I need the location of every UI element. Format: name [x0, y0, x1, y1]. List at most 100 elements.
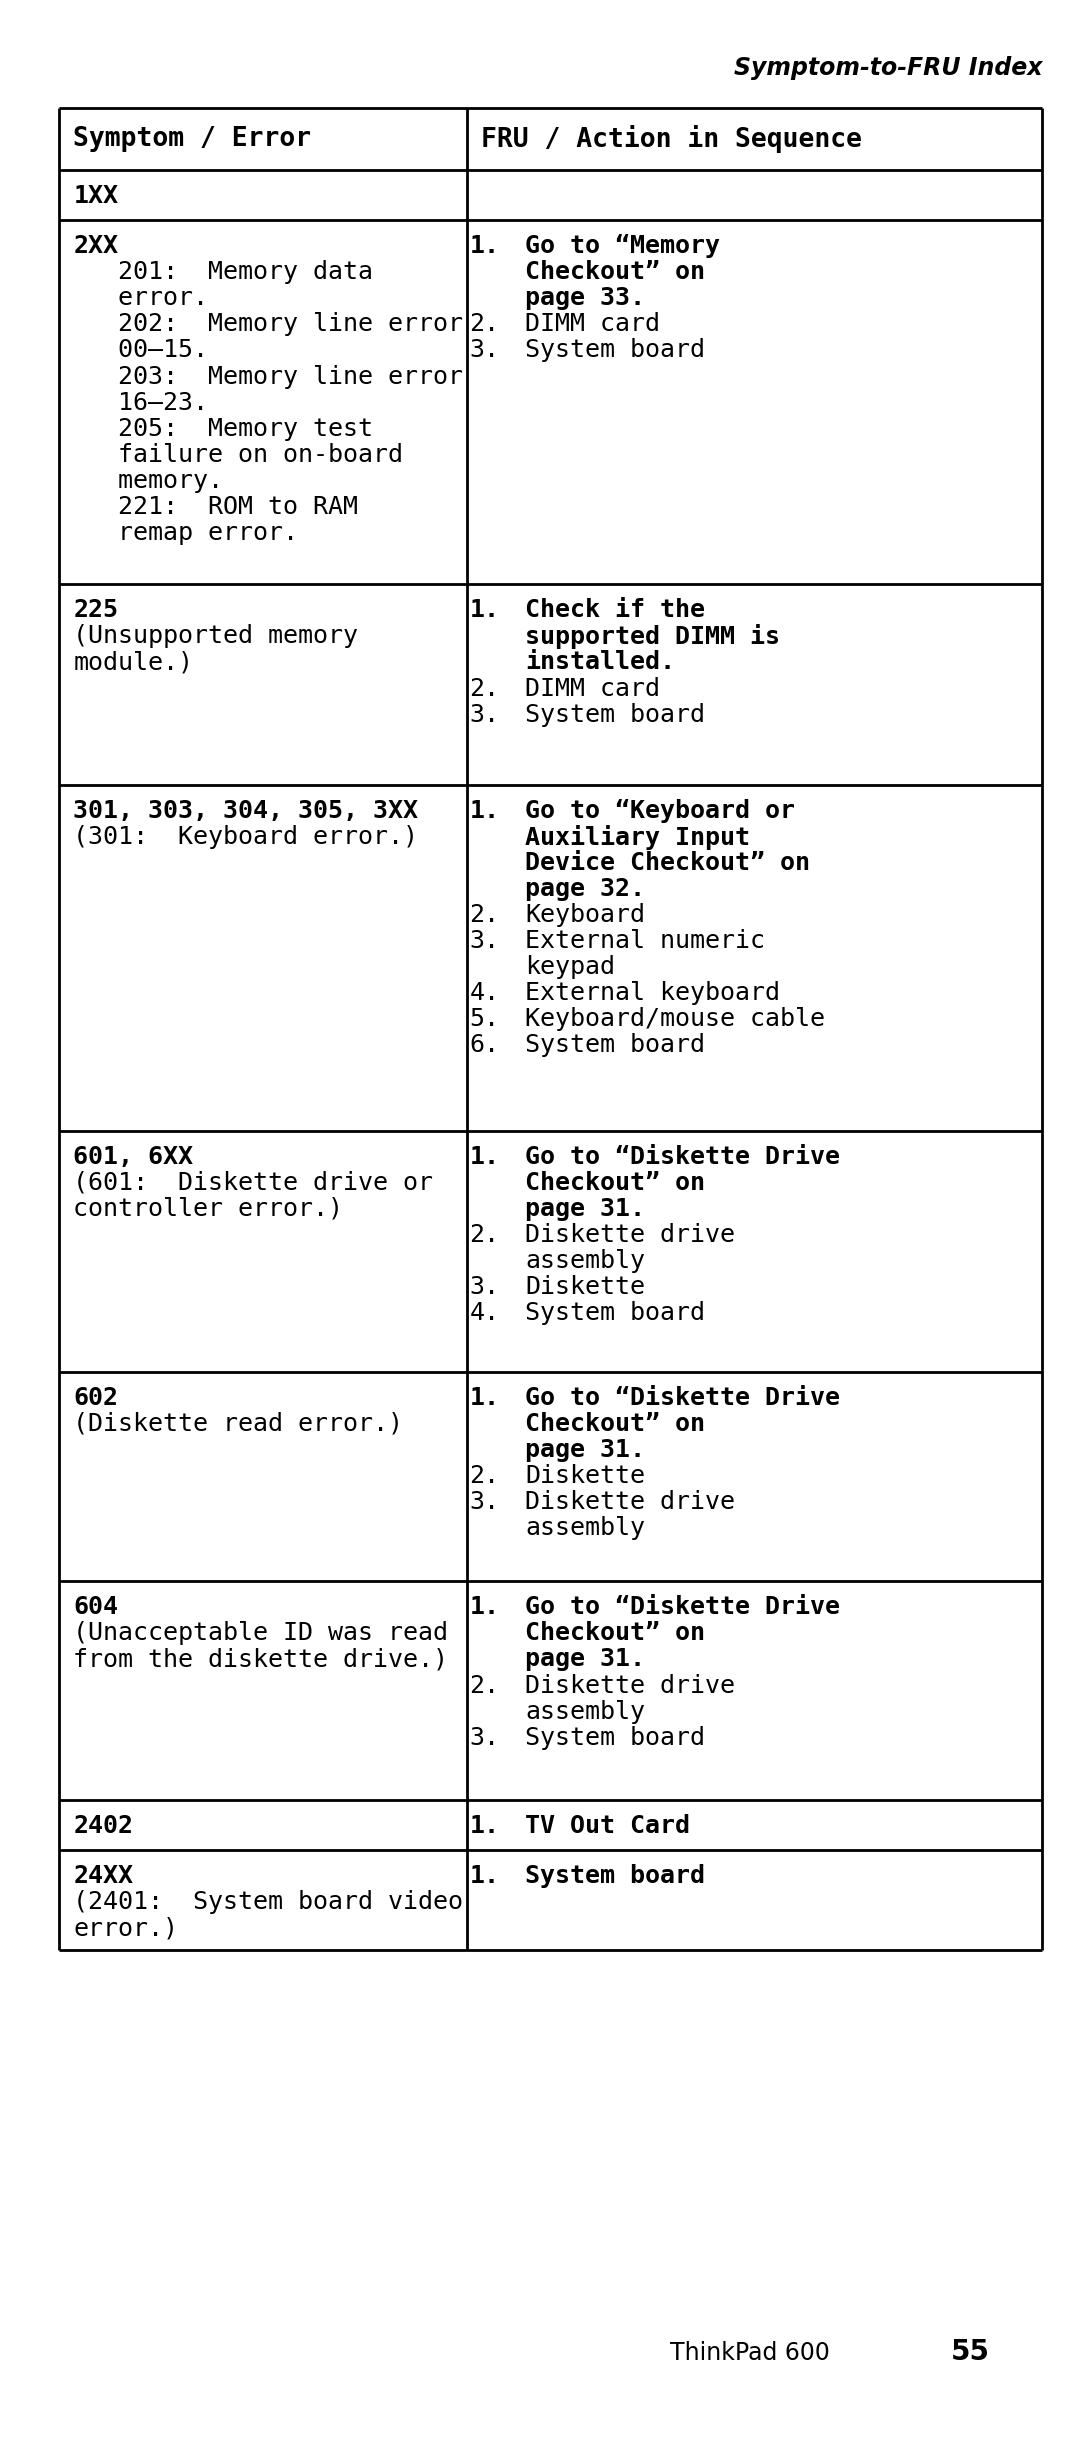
Text: page 31.: page 31.	[525, 1197, 645, 1222]
Text: 3.: 3.	[470, 930, 499, 952]
Text: (Unsupported memory: (Unsupported memory	[73, 624, 359, 649]
Text: 2.: 2.	[470, 1464, 499, 1488]
Text: Go to “Keyboard or: Go to “Keyboard or	[525, 798, 795, 823]
Text: 1XX: 1XX	[73, 184, 119, 208]
Text: 16–23.: 16–23.	[73, 392, 208, 414]
Text: page 32.: page 32.	[525, 876, 645, 901]
Text: Checkout” on: Checkout” on	[525, 1412, 705, 1437]
Text: 205:  Memory test: 205: Memory test	[73, 416, 374, 441]
Text: 5.: 5.	[470, 1009, 499, 1031]
Text: 55: 55	[950, 2338, 989, 2367]
Text: failure on on-board: failure on on-board	[73, 443, 404, 468]
Text: System board: System board	[525, 1033, 705, 1058]
Text: error.: error.	[73, 286, 208, 311]
Text: 24XX: 24XX	[73, 1863, 134, 1887]
Text: Device Checkout” on: Device Checkout” on	[525, 852, 810, 874]
Text: Keyboard/mouse cable: Keyboard/mouse cable	[525, 1009, 825, 1031]
Text: Keyboard: Keyboard	[525, 903, 645, 928]
Text: 1.: 1.	[470, 1386, 499, 1410]
Text: (601:  Diskette drive or: (601: Diskette drive or	[73, 1170, 433, 1195]
Text: 3.: 3.	[470, 1726, 499, 1750]
Text: Auxiliary Input: Auxiliary Input	[525, 825, 751, 849]
Text: Diskette drive: Diskette drive	[525, 1674, 735, 1696]
Text: 202:  Memory line error: 202: Memory line error	[73, 313, 463, 335]
Text: ThinkPad 600: ThinkPad 600	[670, 2340, 829, 2365]
Text: Diskette drive: Diskette drive	[525, 1491, 735, 1515]
Text: assembly: assembly	[525, 1699, 645, 1723]
Text: 00–15.: 00–15.	[73, 338, 208, 362]
Text: 2.: 2.	[470, 1224, 499, 1246]
Text: controller error.): controller error.)	[73, 1197, 343, 1222]
Text: assembly: assembly	[525, 1515, 645, 1540]
Text: 6.: 6.	[470, 1033, 499, 1058]
Text: 301, 303, 304, 305, 3XX: 301, 303, 304, 305, 3XX	[73, 798, 418, 823]
Text: keypad: keypad	[525, 955, 616, 979]
Text: Diskette: Diskette	[525, 1275, 645, 1300]
Text: 2.: 2.	[470, 676, 499, 700]
Text: System board: System board	[525, 1726, 705, 1750]
Text: (Unacceptable ID was read: (Unacceptable ID was read	[73, 1621, 448, 1645]
Text: page 31.: page 31.	[525, 1648, 645, 1672]
Text: Go to “Diskette Drive: Go to “Diskette Drive	[525, 1596, 840, 1618]
Text: memory.: memory.	[73, 470, 224, 492]
Text: 3.: 3.	[470, 1491, 499, 1515]
Text: Go to “Memory: Go to “Memory	[525, 235, 720, 257]
Text: (Diskette read error.): (Diskette read error.)	[73, 1412, 404, 1437]
Text: 2.: 2.	[470, 903, 499, 928]
Text: module.): module.)	[73, 651, 193, 676]
Text: remap error.: remap error.	[73, 521, 298, 546]
Text: Checkout” on: Checkout” on	[525, 1170, 705, 1195]
Text: Checkout” on: Checkout” on	[525, 1621, 705, 1645]
Text: 203:  Memory line error: 203: Memory line error	[73, 365, 463, 389]
Text: External keyboard: External keyboard	[525, 982, 780, 1006]
Text: 604: 604	[73, 1596, 119, 1618]
Text: 2.: 2.	[470, 313, 499, 335]
Text: 4.: 4.	[470, 1302, 499, 1324]
Text: System board: System board	[525, 703, 705, 727]
Text: 1.: 1.	[470, 1863, 499, 1887]
Text: 1.: 1.	[470, 1146, 499, 1168]
Text: 4.: 4.	[470, 982, 499, 1006]
Text: Diskette drive: Diskette drive	[525, 1224, 735, 1246]
Text: Checkout” on: Checkout” on	[525, 259, 705, 284]
Text: assembly: assembly	[525, 1248, 645, 1273]
Text: Check if the: Check if the	[525, 597, 705, 622]
Text: 1.: 1.	[470, 798, 499, 823]
Text: 225: 225	[73, 597, 119, 622]
Text: installed.: installed.	[525, 651, 675, 676]
Text: 221:  ROM to RAM: 221: ROM to RAM	[73, 494, 359, 519]
Text: 3.: 3.	[470, 338, 499, 362]
Text: 1.: 1.	[470, 597, 499, 622]
Text: System board: System board	[525, 338, 705, 362]
Text: page 31.: page 31.	[525, 1437, 645, 1461]
Text: error.): error.)	[73, 1917, 178, 1941]
Text: External numeric: External numeric	[525, 930, 766, 952]
Text: 601, 6XX: 601, 6XX	[73, 1146, 193, 1168]
Text: Go to “Diskette Drive: Go to “Diskette Drive	[525, 1146, 840, 1168]
Text: DIMM card: DIMM card	[525, 676, 660, 700]
Text: DIMM card: DIMM card	[525, 313, 660, 335]
Text: TV Out Card: TV Out Card	[525, 1814, 690, 1838]
Text: System board: System board	[525, 1863, 705, 1887]
Text: 2402: 2402	[73, 1814, 134, 1838]
Text: (301:  Keyboard error.): (301: Keyboard error.)	[73, 825, 418, 849]
Text: 1.: 1.	[470, 1814, 499, 1838]
Text: page 33.: page 33.	[525, 286, 645, 311]
Text: 2.: 2.	[470, 1674, 499, 1696]
Text: FRU / Action in Sequence: FRU / Action in Sequence	[482, 125, 862, 152]
Text: 3.: 3.	[470, 703, 499, 727]
Text: 602: 602	[73, 1386, 119, 1410]
Text: Symptom / Error: Symptom / Error	[73, 125, 311, 152]
Text: supported DIMM is: supported DIMM is	[525, 624, 780, 649]
Text: (2401:  System board video: (2401: System board video	[73, 1890, 463, 1914]
Text: Diskette: Diskette	[525, 1464, 645, 1488]
Text: 2XX: 2XX	[73, 235, 119, 257]
Text: 3.: 3.	[470, 1275, 499, 1300]
Text: Symptom-to-FRU Index: Symptom-to-FRU Index	[733, 56, 1042, 81]
Text: System board: System board	[525, 1302, 705, 1324]
Text: Go to “Diskette Drive: Go to “Diskette Drive	[525, 1386, 840, 1410]
Text: from the diskette drive.): from the diskette drive.)	[73, 1648, 448, 1672]
Text: 1.: 1.	[470, 235, 499, 257]
Text: 201:  Memory data: 201: Memory data	[73, 259, 374, 284]
Text: 1.: 1.	[470, 1596, 499, 1618]
